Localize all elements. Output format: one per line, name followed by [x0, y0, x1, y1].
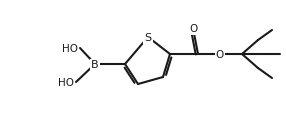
Text: HO: HO — [58, 78, 74, 88]
Text: S: S — [144, 33, 152, 43]
Text: B: B — [91, 60, 99, 70]
Text: O: O — [189, 24, 197, 34]
Text: HO: HO — [62, 44, 78, 54]
Text: O: O — [216, 50, 224, 60]
